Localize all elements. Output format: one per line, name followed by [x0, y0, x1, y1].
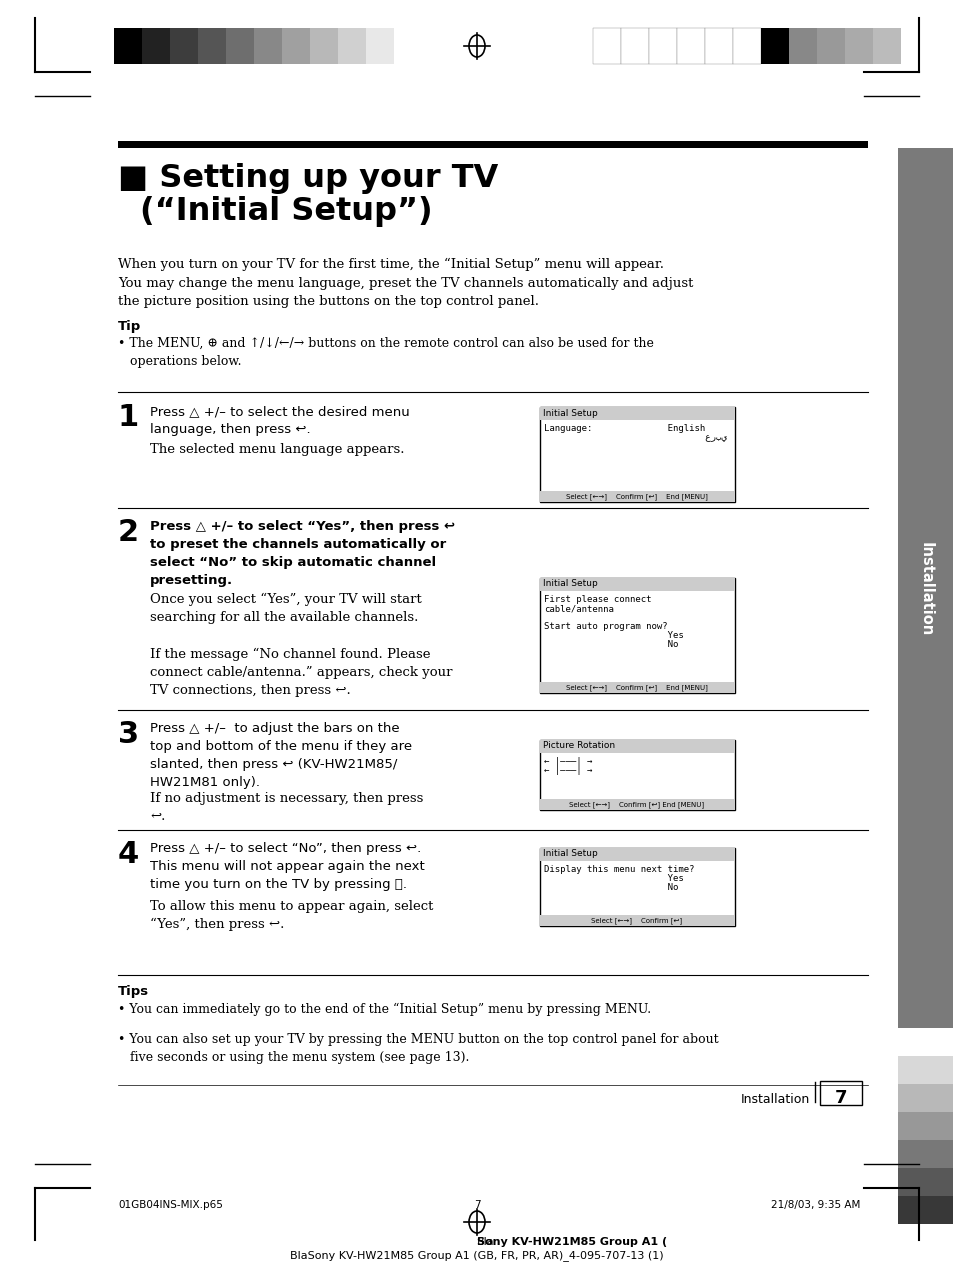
- Text: 1: 1: [118, 403, 139, 432]
- Bar: [816, 28, 844, 64]
- Text: 01GB04INS-MIX.p65: 01GB04INS-MIX.p65: [118, 1200, 223, 1210]
- Text: cable/antenna: cable/antenna: [543, 605, 613, 613]
- Text: Press △ +/– to select “No”, then press ↩.
This menu will not appear again the ne: Press △ +/– to select “No”, then press ↩…: [150, 842, 424, 892]
- Text: • You can also set up your TV by pressing the MENU button on the top control pan: • You can also set up your TV by pressin…: [118, 1033, 718, 1064]
- Text: ← |———| →: ← |———| →: [543, 757, 592, 766]
- Bar: [366, 28, 394, 64]
- Text: Yes: Yes: [543, 631, 683, 640]
- Bar: [897, 1085, 953, 1113]
- Text: Installation: Installation: [918, 542, 933, 636]
- Text: Press △ +/– to select “Yes”, then press ↩
to preset the channels automatically o: Press △ +/– to select “Yes”, then press …: [150, 519, 455, 587]
- Bar: [732, 28, 760, 64]
- Bar: [844, 28, 872, 64]
- Bar: [897, 1140, 953, 1168]
- Bar: [539, 682, 734, 693]
- Text: 21/8/03, 9:35 AM: 21/8/03, 9:35 AM: [770, 1200, 859, 1210]
- Bar: [897, 149, 953, 1030]
- Text: To allow this menu to appear again, select
“Yes”, then press ↩.: To allow this menu to appear again, sele…: [150, 900, 433, 931]
- Text: Display this menu next time?: Display this menu next time?: [543, 865, 694, 874]
- Bar: [593, 28, 620, 64]
- Text: Press △ +/– to select the desired menu
language, then press ↩.: Press △ +/– to select the desired menu l…: [150, 405, 410, 436]
- Bar: [788, 28, 816, 64]
- Bar: [539, 848, 734, 926]
- Bar: [897, 1055, 953, 1085]
- Text: Initial Setup: Initial Setup: [542, 579, 598, 588]
- Bar: [539, 914, 734, 926]
- Bar: [897, 1113, 953, 1140]
- Text: Sony KV-HW21M85 Group A1 (: Sony KV-HW21M85 Group A1 (: [476, 1237, 666, 1247]
- Text: Press △ +/–  to adjust the bars on the
top and bottom of the menu if they are
sl: Press △ +/– to adjust the bars on the to…: [150, 723, 412, 789]
- Text: Tips: Tips: [118, 986, 149, 998]
- Text: 7: 7: [474, 1200, 479, 1210]
- Text: No: No: [543, 640, 678, 649]
- Text: Initial Setup: Initial Setup: [542, 850, 598, 859]
- Text: Installation: Installation: [740, 1093, 809, 1106]
- Text: ■ Setting up your TV: ■ Setting up your TV: [118, 163, 497, 194]
- Text: Yes: Yes: [543, 874, 683, 883]
- Bar: [226, 28, 253, 64]
- Bar: [310, 28, 337, 64]
- Bar: [539, 578, 734, 591]
- Text: Picture Rotation: Picture Rotation: [542, 742, 615, 751]
- Text: Once you select “Yes”, your TV will start
searching for all the available channe: Once you select “Yes”, your TV will star…: [150, 593, 452, 696]
- Bar: [539, 740, 734, 810]
- Bar: [872, 28, 900, 64]
- Text: If no adjustment is necessary, then press
↩.: If no adjustment is necessary, then pres…: [150, 792, 423, 823]
- Text: Select [←→]    Confirm [↩]: Select [←→] Confirm [↩]: [591, 918, 681, 925]
- Bar: [394, 28, 421, 64]
- Text: Tip: Tip: [118, 320, 141, 333]
- Text: Start auto program now?: Start auto program now?: [543, 622, 667, 631]
- Bar: [539, 578, 734, 693]
- Text: • You can immediately go to the end of the “Initial Setup” menu by pressing MENU: • You can immediately go to the end of t…: [118, 1003, 651, 1016]
- Text: (“Initial Setup”): (“Initial Setup”): [140, 196, 432, 227]
- Text: 4: 4: [118, 839, 139, 869]
- Text: Select [←→]    Confirm [↩]    End [MENU]: Select [←→] Confirm [↩] End [MENU]: [565, 685, 707, 691]
- Bar: [539, 799, 734, 810]
- Text: Initial Setup: Initial Setup: [542, 409, 598, 418]
- Text: 7: 7: [834, 1088, 846, 1107]
- Bar: [897, 1196, 953, 1224]
- Text: No: No: [543, 883, 678, 892]
- Text: The selected menu language appears.: The selected menu language appears.: [150, 443, 404, 456]
- Bar: [897, 1168, 953, 1196]
- Text: ← |———| →: ← |———| →: [543, 766, 592, 775]
- Text: Select [←→]    Confirm [↩]    End [MENU]: Select [←→] Confirm [↩] End [MENU]: [565, 494, 707, 500]
- Bar: [539, 740, 734, 753]
- Bar: [539, 848, 734, 861]
- Bar: [760, 28, 788, 64]
- Bar: [539, 406, 734, 502]
- Text: Bla: Bla: [476, 1237, 494, 1247]
- Text: • The MENU, ⊕ and ↑/↓/←/→ buttons on the remote control can also be used for the: • The MENU, ⊕ and ↑/↓/←/→ buttons on the…: [118, 337, 653, 368]
- Text: Select [←→]    Confirm [↩] End [MENU]: Select [←→] Confirm [↩] End [MENU]: [569, 801, 704, 809]
- Bar: [648, 28, 677, 64]
- Text: Language:              English: Language: English: [543, 424, 704, 433]
- Bar: [820, 1081, 862, 1105]
- Text: First please connect: First please connect: [543, 596, 651, 605]
- Bar: [897, 1027, 953, 1055]
- Bar: [704, 28, 732, 64]
- Bar: [677, 28, 704, 64]
- Bar: [198, 28, 226, 64]
- Text: BlaSony KV-HW21M85 Group A1 (GB, FR, PR, AR)_4-095-707-13 (1): BlaSony KV-HW21M85 Group A1 (GB, FR, PR,…: [290, 1250, 663, 1261]
- Bar: [539, 491, 734, 502]
- Bar: [118, 141, 867, 149]
- Text: عربي: عربي: [543, 433, 726, 442]
- Text: When you turn on your TV for the first time, the “Initial Setup” menu will appea: When you turn on your TV for the first t…: [118, 258, 693, 309]
- Bar: [337, 28, 366, 64]
- Text: 3: 3: [118, 720, 139, 749]
- Bar: [170, 28, 198, 64]
- Bar: [142, 28, 170, 64]
- Bar: [282, 28, 310, 64]
- Bar: [620, 28, 648, 64]
- Text: 2: 2: [118, 518, 139, 547]
- Bar: [113, 28, 142, 64]
- Bar: [253, 28, 282, 64]
- Bar: [539, 406, 734, 420]
